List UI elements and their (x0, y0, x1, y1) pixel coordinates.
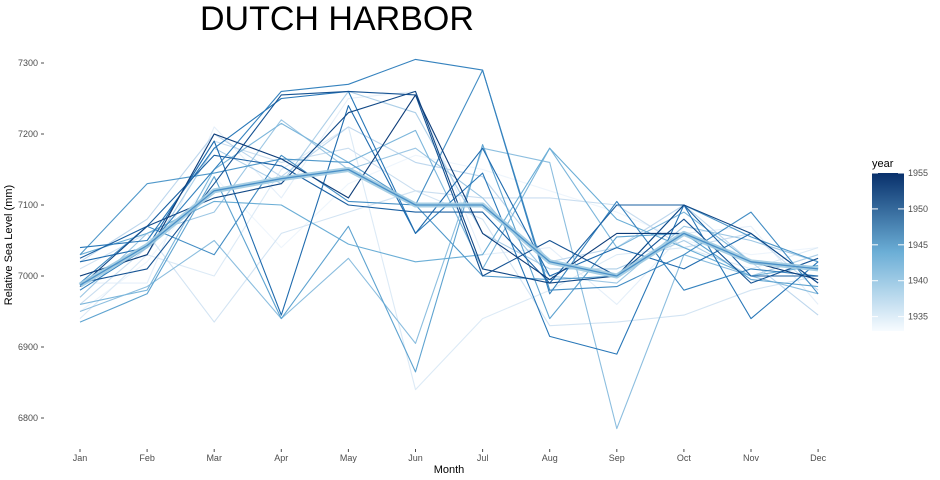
series-line-1935 (80, 90, 819, 305)
y-tick-label: 7200 (18, 129, 38, 139)
y-tick-label: 7300 (18, 58, 38, 68)
y-axis-title: Relative Sea Level (mm) (3, 185, 15, 305)
series-line-1949 (79, 90, 819, 355)
y-tick-label: 7100 (18, 200, 38, 210)
series-line-1938 (79, 140, 819, 305)
legend-tick-label: 1935 (908, 312, 928, 322)
x-tick-label: Apr (274, 453, 288, 463)
mean-line (79, 168, 819, 286)
legend-tick-label: 1945 (908, 240, 928, 250)
legend-ticks: 1935 1940 1945 1950 1955 (872, 168, 928, 322)
x-tick-label: May (340, 453, 358, 463)
series-line-1942 (79, 147, 819, 430)
legend-tick-label: 1940 (908, 276, 928, 286)
series-line-1945 (79, 144, 819, 373)
legend-tick-label: 1955 (908, 168, 928, 178)
legend-colorbar (872, 173, 904, 331)
x-tick-label: Nov (743, 453, 760, 463)
x-tick-label: Jul (477, 453, 489, 463)
series-line-1947 (79, 69, 819, 295)
y-axis: 6800 6900 7000 7100 7200 7300 (18, 58, 44, 423)
x-tick-label: Aug (542, 453, 558, 463)
series-line-1941 (79, 119, 819, 298)
series-line-1952 (79, 90, 819, 284)
x-tick-label: Jan (73, 453, 88, 463)
series-line-1936 (79, 126, 819, 391)
series-line-1948 (79, 58, 819, 295)
y-tick-label: 6900 (18, 342, 38, 352)
x-axis-title: Month (434, 464, 465, 476)
series-line-1940 (79, 90, 819, 277)
legend: year 1935 1940 1945 1950 1955 (872, 158, 928, 331)
y-tick-label: 7000 (18, 271, 38, 281)
legend-tick-label: 1950 (908, 204, 928, 214)
series-line-1951 (79, 154, 819, 284)
series-line-1954 (79, 94, 819, 281)
y-tick-label: 6800 (18, 413, 38, 423)
series-line-1943 (79, 122, 819, 305)
legend-title: year (872, 158, 894, 170)
x-axis: Jan Feb Mar Apr May Jun Jul Aug Sep Oct Nov Dec (73, 449, 827, 463)
x-tick-label: Jun (408, 453, 423, 463)
chart-title: DUTCH HARBOR (200, 0, 474, 38)
series-line-1939 (79, 126, 819, 316)
series-line-1934 (79, 154, 819, 312)
x-tick-label: Oct (677, 453, 692, 463)
mean-series-layer (78, 167, 819, 288)
x-tick-label: Feb (139, 453, 155, 463)
x-tick-label: Dec (810, 453, 827, 463)
x-tick-label: Mar (206, 453, 222, 463)
series-line-1950 (79, 105, 819, 316)
x-tick-label: Sep (609, 453, 625, 463)
